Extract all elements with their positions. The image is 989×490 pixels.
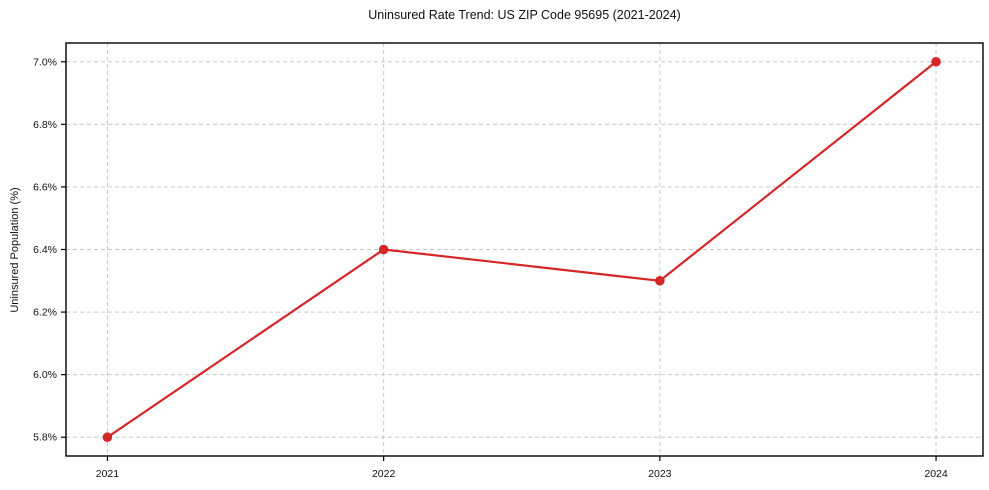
x-tick-label: 2024 <box>924 468 948 480</box>
y-tick-label: 6.0% <box>33 369 57 381</box>
y-tick-label: 7.0% <box>33 56 57 68</box>
data-point-marker <box>102 432 113 443</box>
y-tick-label: 6.6% <box>33 181 57 193</box>
y-tick-label: 6.8% <box>33 119 57 131</box>
x-tick-label: 2023 <box>648 468 672 480</box>
data-point-marker <box>931 56 941 67</box>
x-tick-label: 2021 <box>96 468 120 480</box>
y-tick-label: 6.4% <box>33 244 57 256</box>
chart-title: Uninsured Rate Trend: US ZIP Code 95695 … <box>368 8 681 22</box>
x-tick-label: 2022 <box>372 468 396 480</box>
y-tick-label: 6.2% <box>33 307 57 319</box>
data-point-marker <box>378 244 389 255</box>
trend-line <box>106 60 938 439</box>
y-tick-label: 5.8% <box>33 432 57 444</box>
data-point-marker <box>655 275 665 286</box>
